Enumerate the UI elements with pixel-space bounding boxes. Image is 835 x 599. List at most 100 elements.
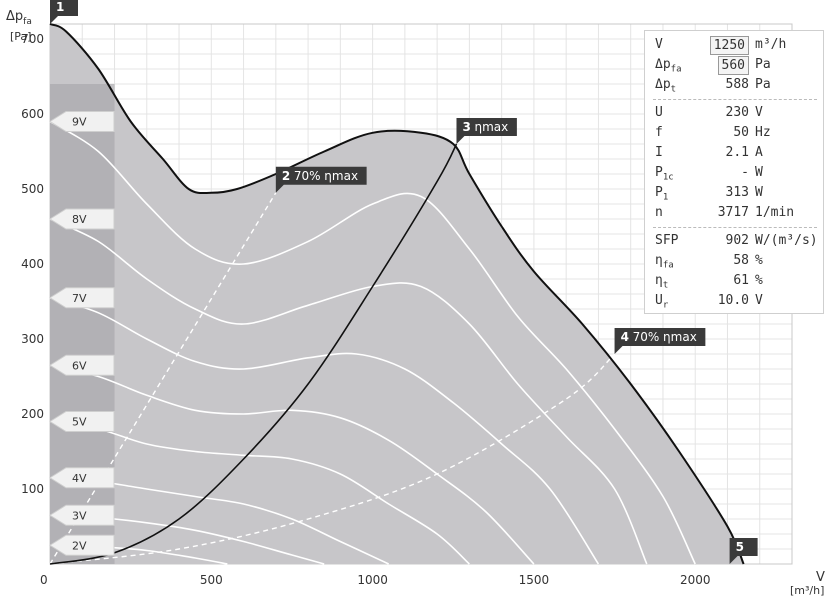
x-axis-unit: [m³/h] bbox=[790, 584, 824, 597]
marker-2: 2 70% ηmax bbox=[275, 166, 367, 193]
panel-param-unit: 1/min bbox=[755, 205, 795, 220]
operating-area bbox=[50, 24, 744, 564]
voltage-label-text: 6V bbox=[72, 359, 87, 372]
chart-markers: 1 2 70% ηmax 3 ηmax 4 70% ηmax 5 bbox=[50, 0, 758, 564]
panel-param-name: V bbox=[655, 37, 663, 52]
panel-row: Ur 10.0 V bbox=[645, 291, 825, 311]
panel-param-unit: W bbox=[755, 185, 763, 200]
voltage-label-box bbox=[49, 411, 115, 432]
y-tick-label: 100 bbox=[21, 482, 44, 496]
panel-param-unit: A bbox=[755, 145, 763, 160]
panel-param-value: 58 bbox=[733, 253, 749, 268]
marker-1: 1 bbox=[50, 0, 78, 24]
panel-row: I 2.1 A bbox=[645, 143, 825, 163]
marker-label: 70% ηmax bbox=[294, 169, 358, 183]
voltage-curve-7V bbox=[49, 297, 600, 565]
marker-box bbox=[275, 166, 367, 193]
marker-number: 4 bbox=[621, 330, 629, 344]
panel-row: U 230 V bbox=[645, 103, 825, 123]
voltage-label-2V: 2V bbox=[49, 534, 115, 556]
voltage-label-box bbox=[49, 208, 115, 230]
voltage-label-text: 9V bbox=[72, 116, 87, 129]
panel-row: V 1250 m³/h bbox=[645, 35, 825, 55]
panel-param-name: Ur bbox=[655, 293, 669, 311]
voltage-labels: 9V 8V 7V 6V 5V 4V 3V 2V bbox=[49, 111, 115, 556]
marker-3: 3 ηmax bbox=[456, 118, 517, 144]
panel-param-sub: t bbox=[670, 84, 677, 95]
voltage-label-box bbox=[49, 111, 115, 132]
voltage-label-4V: 4V bbox=[49, 467, 115, 489]
voltage-label-text: 3V bbox=[72, 509, 87, 522]
panel-param-name: Δpfa bbox=[655, 57, 682, 75]
panel-param-unit: % bbox=[755, 273, 763, 288]
voltage-label-box bbox=[49, 467, 115, 489]
panel-param-value[interactable]: 1250 bbox=[709, 36, 749, 55]
panel-param-value[interactable]: 560 bbox=[717, 56, 749, 75]
efficiency-line-right bbox=[49, 353, 616, 565]
marker-box bbox=[729, 538, 758, 564]
panel-row: P1 313 W bbox=[645, 183, 825, 203]
axis-ticks: 0 500 1000 1500 2000 100 200 300 400 500 600 700 bbox=[21, 32, 710, 587]
marker-number: 1 bbox=[56, 0, 64, 14]
panel-param-sub: 1 bbox=[662, 192, 669, 203]
x-tick-label: 500 bbox=[200, 573, 223, 587]
y-tick-label: 600 bbox=[21, 107, 44, 121]
voltage-curve-5V bbox=[49, 420, 470, 565]
panel-param-unit: V bbox=[755, 105, 763, 120]
marker-number: 3 bbox=[462, 120, 470, 134]
panel-separator bbox=[653, 99, 817, 100]
voltage-label-text: 2V bbox=[72, 539, 87, 552]
panel-param-unit: W bbox=[755, 165, 763, 180]
panel-param-value: 3717 bbox=[717, 205, 749, 220]
voltage-label-box bbox=[49, 504, 115, 526]
panel-param-sub: 1c bbox=[662, 172, 674, 183]
marker-5: 5 bbox=[729, 538, 758, 564]
panel-param-name: n bbox=[655, 205, 663, 220]
y-tick-label: 300 bbox=[21, 332, 44, 346]
voltage-curve-9V bbox=[49, 120, 696, 565]
voltage-label-7V: 7V bbox=[49, 287, 115, 309]
x-tick-label: 0 bbox=[40, 573, 48, 587]
panel-param-unit: V bbox=[755, 293, 763, 308]
panel-param-name: P1c bbox=[655, 165, 674, 183]
x-axis-title: V bbox=[816, 570, 825, 585]
low-flow-band bbox=[50, 84, 115, 564]
panel-row: n 3717 1/min bbox=[645, 203, 825, 223]
panel-param-name: U bbox=[655, 105, 663, 120]
panel-param-unit: Hz bbox=[755, 125, 771, 140]
voltage-curve-6V bbox=[49, 364, 535, 565]
panel-param-value: 61 bbox=[733, 273, 749, 288]
efficiency-line-left bbox=[49, 192, 277, 565]
y-tick-label: 500 bbox=[21, 182, 44, 196]
panel-row: SFP 902 W/(m³/s) bbox=[645, 231, 825, 251]
voltage-label-text: 8V bbox=[72, 213, 87, 226]
panel-param-name: SFP bbox=[655, 233, 679, 248]
panel-param-value: 10.0 bbox=[717, 293, 749, 308]
panel-param-sub: fa bbox=[662, 260, 674, 271]
marker-label: ηmax bbox=[474, 120, 508, 134]
panel-param-sub: t bbox=[662, 280, 669, 291]
panel-row: Δpfa 560 Pa bbox=[645, 55, 825, 75]
voltage-label-3V: 3V bbox=[49, 504, 115, 526]
y-tick-label: 400 bbox=[21, 257, 44, 271]
panel-param-sub: r bbox=[662, 300, 669, 311]
panel-param-value: 588 bbox=[725, 77, 749, 92]
panel-param-unit: % bbox=[755, 253, 763, 268]
panel-param-name: I bbox=[655, 145, 663, 160]
y-tick-label: 200 bbox=[21, 407, 44, 421]
voltage-label-text: 4V bbox=[72, 472, 87, 485]
envelope-curve bbox=[49, 23, 745, 565]
panel-param-unit: m³/h bbox=[755, 37, 787, 52]
panel-param-unit: Pa bbox=[755, 57, 771, 72]
panel-param-value: 230 bbox=[725, 105, 749, 120]
marker-4: 4 70% ηmax bbox=[614, 328, 706, 354]
voltage-label-5V: 5V bbox=[49, 411, 115, 432]
x-tick-label: 1000 bbox=[357, 573, 388, 587]
panel-row: ηt 61% bbox=[645, 271, 825, 291]
panel-param-value: 2.1 bbox=[725, 145, 749, 160]
voltage-label-6V: 6V bbox=[49, 354, 115, 376]
panel-param-name: Δpt bbox=[655, 77, 677, 95]
marker-box bbox=[614, 328, 706, 354]
panel-param-unit: Pa bbox=[755, 77, 771, 92]
